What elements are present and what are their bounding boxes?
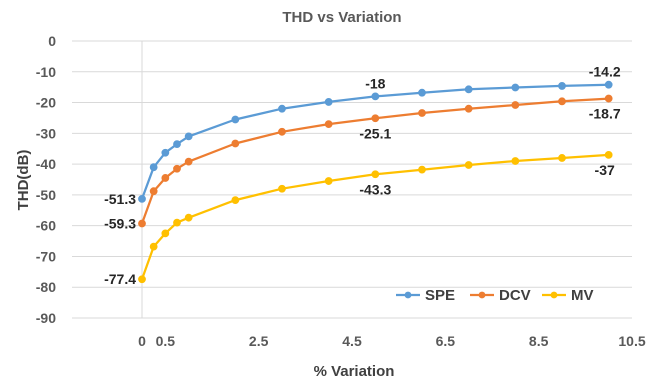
gridlines xyxy=(72,40,632,319)
y-tick-label: 0 xyxy=(48,33,56,49)
data-point-spe xyxy=(161,148,170,157)
data-point-mv xyxy=(558,154,566,162)
data-point-dcv xyxy=(371,114,380,123)
data-point-spe xyxy=(324,98,333,106)
data-point-dcv xyxy=(464,104,473,113)
data-label: -43.3 xyxy=(359,181,391,197)
legend-label: MV xyxy=(571,287,594,304)
data-label: -59.3 xyxy=(104,216,136,232)
data-point-spe xyxy=(138,194,146,203)
data-point-dcv xyxy=(149,187,158,196)
y-tick-label: -70 xyxy=(36,248,56,264)
data-point-mv xyxy=(464,161,473,169)
data-point-mv xyxy=(511,157,520,165)
y-axis-ticks: 0 -10 -20 -30 -40 -50 -60 -70 -80 -90 xyxy=(36,33,56,326)
legend-label: DCV xyxy=(499,287,531,304)
x-tick-label: 6.5 xyxy=(436,333,456,349)
legend-marker xyxy=(478,291,486,299)
data-point-dcv xyxy=(231,139,240,148)
data-point-dcv xyxy=(161,174,170,182)
data-point-dcv xyxy=(418,109,426,117)
data-point-mv xyxy=(173,218,181,227)
data-point-spe xyxy=(278,104,286,113)
data-label: -51.3 xyxy=(104,191,136,207)
data-point-mv xyxy=(231,196,240,205)
legend-marker xyxy=(550,291,558,299)
data-point-spe xyxy=(511,83,520,92)
data-point-dcv xyxy=(604,94,613,103)
legend-item-mv: MV xyxy=(542,287,594,304)
data-point-dcv xyxy=(558,97,566,106)
data-label: -18 xyxy=(365,75,385,91)
data-point-mv xyxy=(184,213,193,222)
data-point-dcv xyxy=(278,127,286,136)
x-axis-label: % Variation xyxy=(314,363,395,380)
data-point-dcv xyxy=(184,157,193,166)
series-lines xyxy=(138,80,613,284)
data-point-spe xyxy=(418,88,426,97)
data-point-spe xyxy=(149,163,158,172)
y-tick-label: -30 xyxy=(36,125,56,141)
y-tick-label: -60 xyxy=(36,218,56,234)
data-label: -14.2 xyxy=(589,64,621,80)
data-point-mv xyxy=(161,229,170,238)
data-point-spe xyxy=(558,82,566,90)
data-point-dcv xyxy=(138,219,146,228)
x-tick-label: 2.5 xyxy=(249,333,269,349)
legend-item-dcv: DCV xyxy=(470,287,531,304)
data-point-spe xyxy=(371,92,380,101)
data-label: -77.4 xyxy=(104,271,136,287)
x-tick-label: 10.5 xyxy=(618,333,645,349)
data-point-mv xyxy=(278,184,286,193)
data-point-mv xyxy=(138,275,146,284)
data-labels: -51.3 -18 -14.2 -59.3 -25.1 -18.7 -77.4 -43.3 -3… xyxy=(104,64,621,288)
data-point-mv xyxy=(418,165,426,174)
data-point-spe xyxy=(604,80,613,89)
y-tick-label: -10 xyxy=(36,64,56,80)
y-tick-label: -90 xyxy=(36,310,56,326)
data-point-spe xyxy=(184,132,193,141)
y-axis-label: THD(dB) xyxy=(15,150,32,211)
data-label: -18.7 xyxy=(589,106,621,122)
x-tick-label: 8.5 xyxy=(529,333,549,349)
data-point-dcv xyxy=(511,101,520,109)
x-tick-label: 0.5 xyxy=(156,333,176,349)
data-point-spe xyxy=(231,115,240,124)
x-tick-label: 4.5 xyxy=(342,333,362,349)
data-point-mv xyxy=(604,150,613,159)
legend: SPE DCV MV xyxy=(396,287,594,304)
y-tick-label: -50 xyxy=(36,187,56,203)
data-point-mv xyxy=(324,177,333,185)
data-point-mv xyxy=(149,242,158,251)
data-point-spe xyxy=(464,85,473,94)
data-point-spe xyxy=(173,140,181,149)
x-tick-label: 0 xyxy=(138,333,146,349)
data-point-dcv xyxy=(324,120,333,128)
legend-label: SPE xyxy=(425,287,455,304)
y-tick-label: -40 xyxy=(36,156,56,172)
legend-item-spe: SPE xyxy=(396,287,455,304)
data-label: -25.1 xyxy=(359,125,391,141)
data-point-dcv xyxy=(173,164,181,173)
data-point-mv xyxy=(371,170,380,179)
x-axis-ticks: 0 0.5 2.5 4.5 6.5 8.5 10.5 xyxy=(138,333,646,349)
y-tick-label: -80 xyxy=(36,279,56,295)
legend-marker xyxy=(404,291,412,299)
data-label: -37 xyxy=(595,162,615,178)
chart-title: THD vs Variation xyxy=(282,9,401,26)
y-tick-label: -20 xyxy=(36,95,56,111)
